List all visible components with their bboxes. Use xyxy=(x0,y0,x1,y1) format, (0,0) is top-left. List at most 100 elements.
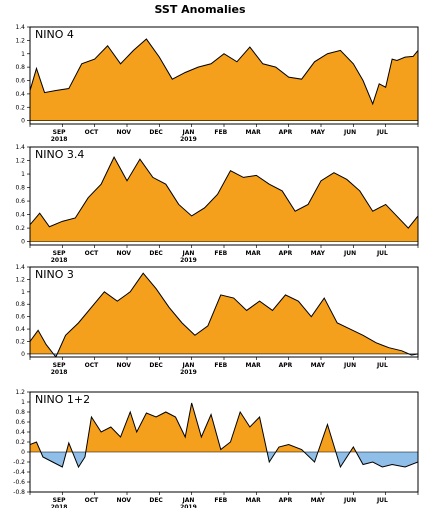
y-tick-label: 0.6 xyxy=(15,78,25,85)
y-tick-label: 0 xyxy=(21,118,25,125)
x-tick-label: JUN xyxy=(343,497,356,504)
y-tick-label: 1 xyxy=(21,51,25,58)
x-tick-label: OCT xyxy=(85,362,100,369)
y-tick-label: 0.6 xyxy=(15,314,25,321)
x-tick-label: APR xyxy=(279,129,293,136)
y-tick-label: 0.4 xyxy=(15,429,25,436)
y-tick-label: 1.2 xyxy=(15,37,25,44)
negative-anomaly-area xyxy=(30,452,418,467)
x-tick-label: MAR xyxy=(245,362,261,369)
year-label: 2019 xyxy=(180,504,197,508)
series-line xyxy=(30,272,418,357)
y-tick-label: 0.6 xyxy=(15,419,25,426)
x-tick-label: SEP xyxy=(53,362,66,369)
x-tick-label: OCT xyxy=(85,497,100,504)
x-tick-label: JUN xyxy=(343,129,356,136)
year-label: 2018 xyxy=(51,257,68,264)
y-tick-label: -0.8 xyxy=(13,489,25,496)
y-tick-label: 0.4 xyxy=(15,212,25,219)
series-line xyxy=(30,156,418,229)
positive-anomaly-area xyxy=(30,39,418,121)
y-tick-label: 1.4 xyxy=(15,264,25,271)
x-tick-label: NOV xyxy=(116,362,131,369)
x-tick-label: DEC xyxy=(149,362,163,369)
y-tick-label: 0.2 xyxy=(15,104,25,111)
panel-4: NINO 1+2 -0.8 -0.6 -0.4 -0.2 0 0.2 0.4 0.6 0.8 1 1.… xyxy=(13,389,419,508)
year-label: 2018 xyxy=(51,504,68,508)
y-tick-label: 0.8 xyxy=(15,185,25,192)
x-tick-label: MAY xyxy=(311,497,326,504)
positive-anomaly-area xyxy=(30,273,409,354)
panel-title: NINO 3.4 xyxy=(35,148,84,161)
panel-title: NINO 3 xyxy=(35,268,74,281)
y-tick-label: 1.2 xyxy=(15,389,25,396)
y-tick-label: 0.2 xyxy=(15,225,25,232)
x-tick-label: MAR xyxy=(245,497,261,504)
year-label: 2019 xyxy=(180,369,197,376)
x-tick-label: FEB xyxy=(214,362,227,369)
x-tick-label: SEP xyxy=(53,129,66,136)
x-tick-label: OCT xyxy=(85,129,100,136)
x-tick-label: APR xyxy=(279,497,293,504)
x-tick-label: APR xyxy=(279,362,293,369)
x-tick-label: SEP xyxy=(53,250,66,257)
year-label: 2019 xyxy=(180,136,197,143)
x-tick-label: DEC xyxy=(149,497,163,504)
year-label: 2018 xyxy=(51,369,68,376)
y-tick-label: 0.2 xyxy=(15,338,25,345)
x-tick-label: MAY xyxy=(311,250,326,257)
x-tick-label: NOV xyxy=(116,497,131,504)
y-tick-label: 1 xyxy=(21,171,25,178)
y-tick-label: 1 xyxy=(21,399,25,406)
x-tick-label: NOV xyxy=(116,250,131,257)
x-tick-label: NOV xyxy=(116,129,131,136)
panel-title: NINO 4 xyxy=(35,28,74,41)
y-tick-label: 0 xyxy=(21,239,25,246)
x-tick-label: MAY xyxy=(311,362,326,369)
positive-anomaly-area xyxy=(30,403,418,452)
y-tick-label: 1 xyxy=(21,289,25,296)
y-tick-label: 0 xyxy=(21,351,25,358)
x-tick-label: APR xyxy=(279,250,293,257)
y-tick-label: 0.8 xyxy=(15,301,25,308)
x-tick-label: JUL xyxy=(376,250,388,257)
panel-title: NINO 1+2 xyxy=(35,393,90,406)
y-tick-label: 0.8 xyxy=(15,409,25,416)
x-tick-label: JUN xyxy=(343,250,356,257)
panel-1: NINO 4 0 0.2 0.4 0.6 0.8 1 1.2 1.4 SEP OCT NOV DEC JA… xyxy=(15,24,419,143)
panel-3: NINO 3 0 0.2 0.4 0.6 0.8 1 1.2 1.4 SEP OCT NOV DEC JA… xyxy=(15,264,419,376)
x-tick-label: FEB xyxy=(214,250,227,257)
y-tick-label: 1.4 xyxy=(15,24,25,31)
x-tick-label: JUL xyxy=(376,129,388,136)
y-tick-label: 0.8 xyxy=(15,64,25,71)
x-tick-label: MAY xyxy=(311,129,326,136)
x-tick-label: DEC xyxy=(149,129,163,136)
x-tick-label: JAN xyxy=(181,497,194,504)
series-line xyxy=(30,402,418,469)
year-label: 2018 xyxy=(51,136,68,143)
x-tick-label: JAN xyxy=(181,250,194,257)
x-tick-label: FEB xyxy=(214,497,227,504)
y-tick-label: 0.2 xyxy=(15,439,25,446)
year-label: 2019 xyxy=(180,257,197,264)
chart-title: SST Anomalies xyxy=(154,3,245,16)
x-tick-label: SEP xyxy=(53,497,66,504)
x-tick-label: MAR xyxy=(245,129,261,136)
y-tick-label: 1.2 xyxy=(15,276,25,283)
series-line xyxy=(30,38,418,106)
y-tick-label: -0.2 xyxy=(13,459,25,466)
y-tick-label: 0 xyxy=(21,449,25,456)
x-tick-label: JUL xyxy=(376,497,388,504)
y-tick-label: -0.6 xyxy=(13,479,25,486)
x-tick-label: FEB xyxy=(214,129,227,136)
panel-2: NINO 3.4 0 0.2 0.4 0.6 0.8 1 1.2 1.4 SEP OCT NOV DEC… xyxy=(15,144,419,264)
x-tick-label: MAR xyxy=(245,250,261,257)
x-tick-label: OCT xyxy=(85,250,100,257)
y-tick-label: -0.4 xyxy=(13,469,25,476)
x-tick-label: JAN xyxy=(181,362,194,369)
x-tick-label: JAN xyxy=(181,129,194,136)
x-tick-label: JUN xyxy=(343,362,356,369)
y-tick-label: 0.6 xyxy=(15,198,25,205)
x-tick-label: DEC xyxy=(149,250,163,257)
